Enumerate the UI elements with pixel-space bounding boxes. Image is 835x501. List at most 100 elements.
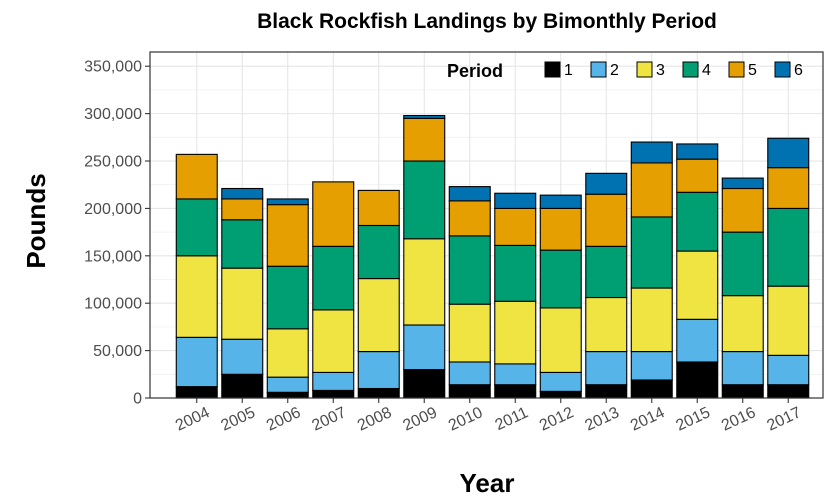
bar-2008-period-2 <box>357 351 400 390</box>
bar-2014-period-5 <box>630 162 673 218</box>
bar-2008-period-4 <box>357 224 400 280</box>
bar-2010-period-6 <box>448 186 491 202</box>
y-axis: 0 50,000 100,000 150,000 200,000 250,000 300,0… <box>84 59 150 408</box>
bar-2014-period-6 <box>630 141 673 164</box>
bar-2009-period-1 <box>403 369 446 399</box>
y-axis-title: Pounds <box>21 173 51 268</box>
bar-2011-period-3 <box>494 300 537 365</box>
x-tick-label: 2007 <box>309 404 349 434</box>
bar-2011-period-5 <box>494 207 537 246</box>
bar-2017-period-4 <box>767 207 810 287</box>
bar-2015-period-3 <box>676 250 719 320</box>
bar-2005-period-1 <box>221 373 264 399</box>
bar-2012-period-5 <box>539 207 582 251</box>
bar-2010-period-5 <box>448 200 491 237</box>
y-tick-label: 100,000 <box>84 296 142 313</box>
bar-2009-period-2 <box>403 324 446 371</box>
bar-2017-period-6 <box>767 137 810 169</box>
bar-2005-period-6 <box>221 187 264 200</box>
legend-label-period-1: 1 <box>564 62 573 79</box>
bar-2005-period-4 <box>221 219 264 269</box>
bar-2014-period-1 <box>630 379 673 399</box>
bar-2012-period-1 <box>539 390 582 399</box>
bar-2013-period-6 <box>585 172 628 195</box>
x-axis-title: Year <box>460 468 515 498</box>
bar-2004-period-2 <box>175 336 218 388</box>
bar-2004-period-4 <box>175 198 218 257</box>
x-tick-label: 2011 <box>493 404 531 434</box>
y-tick-label: 150,000 <box>84 248 142 265</box>
x-tick-label: 2008 <box>355 404 395 434</box>
bar-2014-period-4 <box>630 216 673 289</box>
legend-swatch-period-1 <box>544 61 561 78</box>
bar-2015-period-2 <box>676 318 719 363</box>
bar-2013-period-4 <box>585 245 628 299</box>
x-tick-label: 2015 <box>673 404 713 434</box>
bar-2005-period-5 <box>221 198 264 221</box>
x-tick-label: 2004 <box>173 404 213 434</box>
bar-2009-period-3 <box>403 238 446 326</box>
bar-2006-period-6 <box>266 198 309 206</box>
legend-label-period-6: 6 <box>794 62 803 79</box>
x-tick-label: 2006 <box>264 404 304 434</box>
bar-2007-period-5 <box>312 181 355 247</box>
legend-label-period-4: 4 <box>702 62 711 79</box>
bar-2008-period-1 <box>357 387 400 399</box>
bar-2011-period-2 <box>494 363 537 386</box>
bar-2006-period-3 <box>266 328 309 378</box>
bar-2015-period-1 <box>676 361 719 399</box>
bar-2012-period-4 <box>539 249 582 309</box>
bar-2015-period-4 <box>676 191 719 252</box>
legend-label-period-2: 2 <box>610 62 619 79</box>
x-tick-label: 2016 <box>719 404 759 434</box>
bar-2014-period-3 <box>630 287 673 353</box>
bar-2013-period-5 <box>585 193 628 247</box>
bar-2016-period-1 <box>721 384 764 399</box>
bar-2004-period-3 <box>175 255 218 338</box>
bar-2007-period-1 <box>312 389 355 399</box>
legend: Period 1 2 3 4 5 6 <box>447 61 803 81</box>
bar-2012-period-6 <box>539 194 582 209</box>
bar-2004-period-5 <box>175 153 218 200</box>
x-tick-label: 2009 <box>400 404 440 434</box>
chart-title: Black Rockfish Landings by Bimonthly Per… <box>257 10 717 33</box>
bar-2008-period-3 <box>357 278 400 353</box>
bar-2009-period-6 <box>403 114 446 119</box>
x-axis: 2004 2005 2006 2007 2008 2009 2010 2011 2012 2013… <box>173 398 804 435</box>
bar-2016-period-3 <box>721 295 764 353</box>
bar-2006-period-4 <box>266 265 309 330</box>
bar-2014-period-2 <box>630 351 673 381</box>
y-tick-label: 350,000 <box>84 59 142 76</box>
bar-2009-period-5 <box>403 117 446 162</box>
bar-2007-period-4 <box>312 245 355 311</box>
bar-2017-period-3 <box>767 285 810 356</box>
legend-title: Period <box>447 61 503 81</box>
bar-2008-period-5 <box>357 189 400 227</box>
bar-2010-period-2 <box>448 361 491 386</box>
bar-2010-period-1 <box>448 384 491 399</box>
bar-2017-period-2 <box>767 354 810 386</box>
legend-swatch-period-3 <box>636 61 653 78</box>
bar-2015-period-5 <box>676 158 719 193</box>
x-tick-label: 2012 <box>537 404 577 434</box>
bar-2011-period-1 <box>494 384 537 399</box>
bar-2005-period-3 <box>221 267 264 340</box>
bar-2013-period-2 <box>585 351 628 386</box>
y-tick-label: 0 <box>133 391 142 408</box>
bar-2011-period-6 <box>494 192 537 209</box>
bar-2010-period-4 <box>448 235 491 305</box>
bar-2012-period-3 <box>539 307 582 373</box>
bar-2005-period-2 <box>221 338 264 375</box>
bar-2012-period-2 <box>539 371 582 392</box>
bars <box>175 114 810 399</box>
bar-2009-period-4 <box>403 160 446 240</box>
bar-2011-period-4 <box>494 244 537 302</box>
y-tick-label: 250,000 <box>84 154 142 171</box>
legend-swatch-period-4 <box>682 61 699 78</box>
bar-2015-period-6 <box>676 143 719 160</box>
bar-2006-period-5 <box>266 204 309 267</box>
bar-2007-period-2 <box>312 371 355 391</box>
bar-2016-period-2 <box>721 351 764 386</box>
bar-2004-period-1 <box>175 386 218 399</box>
